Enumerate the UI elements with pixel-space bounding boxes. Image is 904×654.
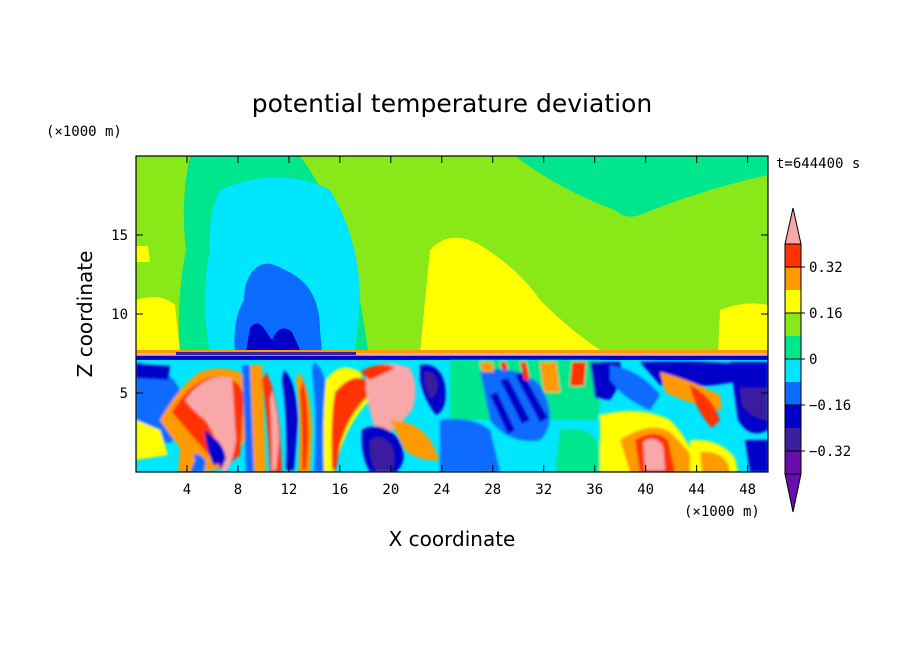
colorbar-label: 0.32 bbox=[809, 260, 843, 276]
x-tick-label: 20 bbox=[382, 482, 399, 498]
colorbar-band bbox=[785, 290, 801, 313]
colorbar-extend-min bbox=[784, 473, 802, 513]
x-ticks: 4 8 12 16 20 24 28 32 36 40 44 48 bbox=[183, 156, 756, 498]
y-tick-label: 5 bbox=[120, 386, 128, 402]
colorbar-band bbox=[785, 405, 801, 428]
x-tick-label: 24 bbox=[433, 482, 450, 498]
x-unit-label: (×1000 m) bbox=[684, 504, 760, 520]
field-region-green-east bbox=[515, 156, 768, 217]
y-axis-label: Z coordinate bbox=[73, 251, 97, 378]
y-tick-label: 10 bbox=[111, 307, 128, 323]
field-inversion-blue bbox=[136, 356, 768, 360]
field-region-yellow-east bbox=[718, 303, 768, 352]
colorbar-band bbox=[785, 244, 801, 267]
colorbar-band bbox=[785, 359, 801, 382]
field-inversion-pink bbox=[136, 353, 768, 355]
field-plumes-west bbox=[136, 362, 446, 472]
field-region-yellow-mid bbox=[420, 237, 600, 352]
contour-field bbox=[136, 156, 768, 472]
field-region-yellow-far-west bbox=[136, 246, 150, 262]
field-inversion-orange bbox=[136, 350, 768, 353]
x-tick-label: 44 bbox=[688, 482, 705, 498]
colorbar-band bbox=[785, 336, 801, 359]
time-label: t=644400 s bbox=[776, 156, 860, 172]
x-tick-label: 16 bbox=[331, 482, 348, 498]
x-tick-label: 48 bbox=[739, 482, 756, 498]
colorbar-label: 0.16 bbox=[809, 306, 843, 322]
colorbar-band bbox=[785, 382, 801, 405]
y-unit-label: (×1000 m) bbox=[46, 124, 122, 140]
x-tick-label: 28 bbox=[484, 482, 501, 498]
x-tick-label: 4 bbox=[183, 482, 191, 498]
x-tick-label: 40 bbox=[637, 482, 654, 498]
field-turbulence-east bbox=[440, 360, 768, 472]
field-inversion-purple bbox=[176, 352, 356, 355]
colorbar: 0.32 0.16 0 −0.16 −0.32 bbox=[784, 207, 851, 513]
colorbar-label: 0 bbox=[809, 352, 817, 368]
field-region-yellow-west bbox=[136, 296, 180, 352]
colorbar-label: −0.32 bbox=[809, 444, 851, 460]
colorbar-extend-max bbox=[784, 207, 802, 245]
colorbar-label: −0.16 bbox=[809, 398, 851, 414]
colorbar-band bbox=[785, 451, 801, 474]
x-axis-label: X coordinate bbox=[389, 527, 516, 551]
field-region-darkblue bbox=[246, 323, 300, 352]
y-tick-label: 15 bbox=[111, 228, 128, 244]
x-tick-label: 32 bbox=[535, 482, 552, 498]
x-tick-label: 36 bbox=[586, 482, 603, 498]
x-tick-label: 8 bbox=[234, 482, 242, 498]
x-tick-label: 12 bbox=[280, 482, 297, 498]
colorbar-band bbox=[785, 313, 801, 336]
colorbar-band bbox=[785, 267, 801, 290]
y-ticks: 5 10 15 bbox=[111, 228, 768, 402]
colorbar-band bbox=[785, 428, 801, 451]
chart-title: potential temperature deviation bbox=[252, 89, 652, 118]
